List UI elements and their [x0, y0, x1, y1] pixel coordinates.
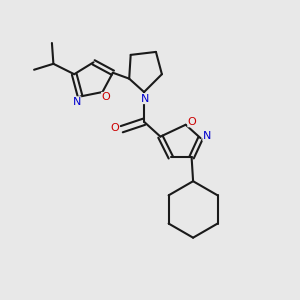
Text: N: N [203, 131, 211, 141]
Text: O: O [102, 92, 110, 102]
Text: O: O [110, 123, 119, 133]
Text: N: N [141, 94, 150, 103]
Text: O: O [188, 117, 197, 127]
Text: N: N [72, 97, 81, 107]
